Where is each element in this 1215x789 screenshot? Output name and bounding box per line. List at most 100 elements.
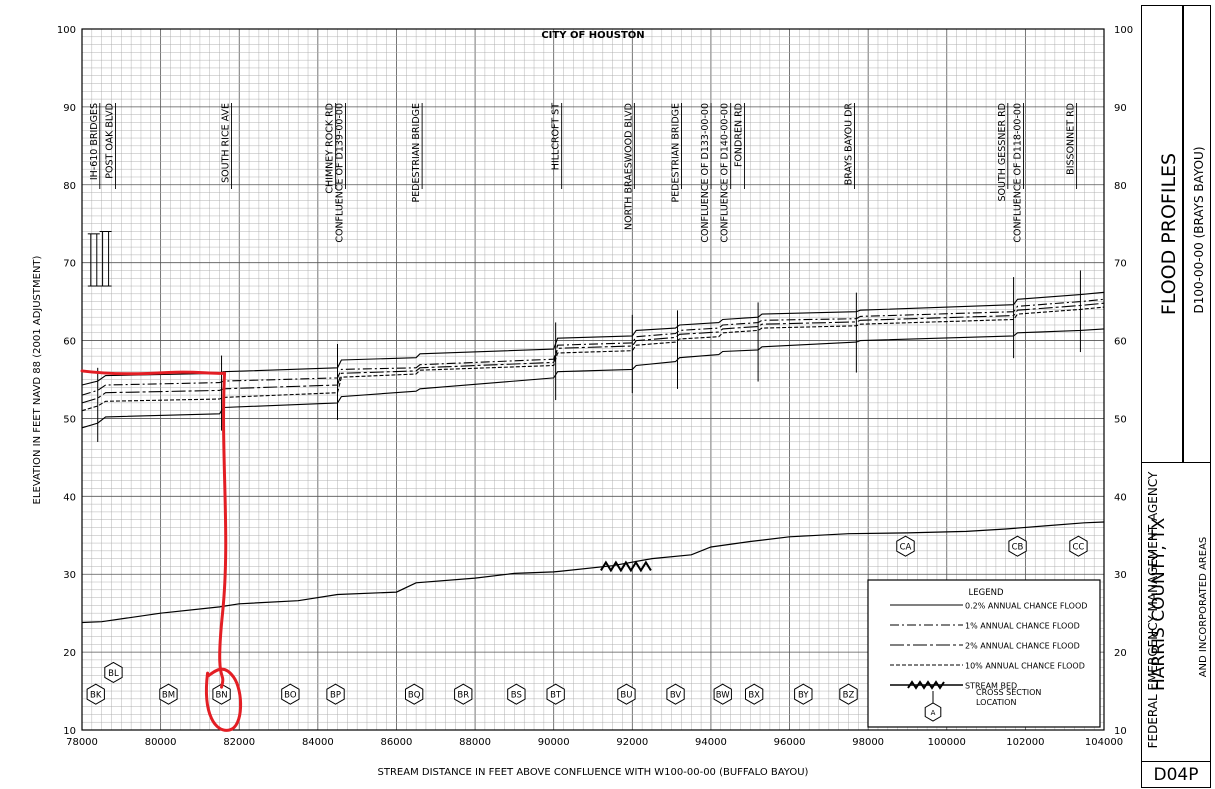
y-tick-label-left: 10 bbox=[63, 726, 76, 737]
legend-item-label: 1% ANNUAL CHANCE FLOOD bbox=[965, 622, 1080, 631]
cross-section-marker bbox=[405, 683, 424, 705]
cross-section-label: BL bbox=[108, 669, 119, 679]
x-tick-label: 98000 bbox=[852, 737, 884, 748]
x-tick-label: 84000 bbox=[302, 737, 334, 748]
red-annotation bbox=[80, 369, 243, 732]
cross-section-label: BQ bbox=[408, 691, 421, 701]
legend-item-label: STREAM BED bbox=[965, 682, 1017, 691]
y-tick-label-right: 80 bbox=[1114, 181, 1127, 192]
panel-number: D04P bbox=[1153, 765, 1199, 785]
structure-label: CONFLUENCE OF D133-00-00 bbox=[700, 103, 711, 243]
series-line bbox=[81, 291, 1105, 386]
legend-item-label: 10% ANNUAL CHANCE FLOOD bbox=[965, 662, 1085, 671]
cross-section-marker bbox=[666, 683, 685, 705]
structure-label: CHIMNEY ROCK RD bbox=[325, 103, 336, 194]
legend-cross-section-letter: A bbox=[931, 709, 936, 717]
legend-cross-section-symbol bbox=[924, 702, 942, 722]
cross-section-marker bbox=[546, 683, 565, 705]
cross-section-marker bbox=[326, 683, 345, 705]
cross-section-label: BX bbox=[748, 691, 760, 701]
cross-section-label: BT bbox=[550, 691, 562, 701]
x-tick-label: 88000 bbox=[459, 737, 491, 748]
cross-section-marker bbox=[212, 683, 231, 705]
cross-section-label: BU bbox=[620, 691, 632, 701]
legend-item-label: 0.2% ANNUAL CHANCE FLOOD bbox=[965, 602, 1087, 611]
cross-section-label: BW bbox=[716, 691, 731, 701]
cross-section-label: BO bbox=[284, 691, 297, 701]
cross-section-marker bbox=[104, 661, 123, 683]
cross-section-label: BK bbox=[90, 691, 102, 701]
structure-label: BRAYS BAYOU DR bbox=[844, 103, 855, 186]
cross-section-marker bbox=[281, 683, 300, 705]
y-tick-label-right: 90 bbox=[1114, 103, 1127, 114]
y-tick-label-right: 60 bbox=[1114, 337, 1127, 348]
stream-name: D100-00-00 (BRAYS BAYOU) bbox=[1192, 146, 1206, 314]
cross-section-label: BP bbox=[330, 691, 341, 701]
cross-section-marker bbox=[507, 683, 526, 705]
x-tick-label: 96000 bbox=[774, 737, 806, 748]
legend-cross-section-label: CROSS SECTION bbox=[976, 688, 1041, 697]
structure-label: POST OAK BLVD bbox=[105, 103, 116, 179]
legend-swatch bbox=[907, 680, 945, 690]
structure-label: NORTH BRAESWOOD BLVD bbox=[623, 103, 634, 230]
x-tick-label: 94000 bbox=[695, 737, 727, 748]
bridge-markers bbox=[87, 231, 112, 287]
cross-section-label: CA bbox=[900, 543, 912, 553]
x-tick-label: 92000 bbox=[616, 737, 648, 748]
y-tick-label-left: 90 bbox=[63, 103, 76, 114]
y-tick-label-left: 20 bbox=[63, 648, 76, 659]
y-tick-label-right: 70 bbox=[1114, 259, 1127, 270]
grid bbox=[81, 28, 1105, 731]
county-name: HARRIS COUNTY, TX bbox=[1149, 517, 1169, 691]
y-tick-label-right: 100 bbox=[1114, 25, 1133, 36]
y-tick-label-left: 70 bbox=[63, 259, 76, 270]
structure-label: IH-610 BRIDGES bbox=[89, 103, 100, 180]
cross-section-marker bbox=[159, 683, 178, 705]
y-tick-label-left: 30 bbox=[63, 570, 76, 581]
y-tick-label-left: 40 bbox=[63, 492, 76, 503]
incorporated-areas: AND INCORPORATED AREAS bbox=[1198, 536, 1209, 678]
y-tick-label-left: 100 bbox=[57, 25, 76, 36]
x-tick-label: 102000 bbox=[1006, 737, 1044, 748]
cross-section-label: CB bbox=[1012, 543, 1024, 553]
cross-section-label: BS bbox=[511, 691, 522, 701]
cross-section-marker bbox=[454, 683, 473, 705]
legend-title: LEGEND bbox=[969, 588, 1004, 598]
y-axis-label: ELEVATION IN FEET NAVD 88 (2001 ADJUSTME… bbox=[32, 255, 43, 504]
cross-section-marker bbox=[839, 683, 858, 705]
structure-label: CONFLUENCE OF D139-00-00 bbox=[334, 103, 345, 243]
x-tick-label: 100000 bbox=[928, 737, 966, 748]
cross-section-marker bbox=[1069, 535, 1088, 557]
series-line bbox=[81, 521, 1105, 624]
title-block-bottom bbox=[1141, 761, 1211, 788]
annotation-line bbox=[218, 371, 228, 689]
structure-label: HILLCROFT ST bbox=[551, 103, 562, 170]
cross-section-marker bbox=[896, 535, 915, 557]
x-tick-label: 104000 bbox=[1085, 737, 1123, 748]
structure-label: PEDESTRIAN BRIDGE bbox=[411, 103, 422, 203]
x-axis-label: STREAM DISTANCE IN FEET ABOVE CONFLUENCE… bbox=[378, 767, 809, 778]
legend-cross-section-label: LOCATION bbox=[976, 698, 1016, 707]
y-tick-label-right: 10 bbox=[1114, 726, 1127, 737]
y-tick-label-left: 80 bbox=[63, 181, 76, 192]
x-tick-label: 86000 bbox=[381, 737, 413, 748]
cross-section-label: BR bbox=[457, 691, 469, 701]
cross-section-marker bbox=[745, 683, 764, 705]
annotation-circle bbox=[205, 667, 243, 732]
structure-label: SOUTH RICE AVE bbox=[220, 103, 231, 183]
structure-label: BISSONNET RD bbox=[1066, 103, 1077, 175]
annotation-line bbox=[80, 369, 227, 376]
cross-section-label: BY bbox=[798, 691, 809, 701]
structure-label: SOUTH GESSNER RD bbox=[997, 103, 1008, 202]
structure-label: CONFLUENCE OF D140-00-00 bbox=[720, 103, 731, 243]
y-tick-label-left: 60 bbox=[63, 337, 76, 348]
chart-title: CITY OF HOUSTON bbox=[541, 30, 644, 41]
y-tick-label-right: 30 bbox=[1114, 570, 1127, 581]
cross-section-marker bbox=[86, 683, 105, 705]
cross-section-marker bbox=[794, 683, 813, 705]
axis-ticks: 78000 80000 82000 84000 86000 88000 90000 92000… bbox=[57, 25, 1133, 748]
legend-item-label: 2% ANNUAL CHANCE FLOOD bbox=[965, 642, 1080, 651]
structure-label: PEDESTRIAN BRIDGE bbox=[671, 103, 682, 203]
cross-section-label: BV bbox=[670, 691, 682, 701]
